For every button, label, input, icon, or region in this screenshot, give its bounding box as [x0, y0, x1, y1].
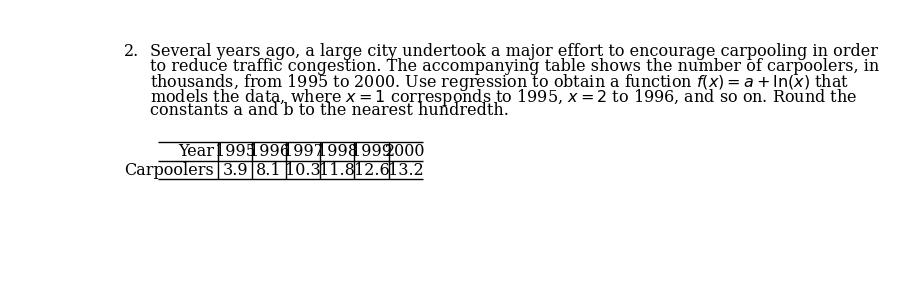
- Text: constants a and b to the nearest hundredth.: constants a and b to the nearest hundred…: [150, 101, 509, 119]
- Text: 2.: 2.: [123, 43, 139, 60]
- Text: 10.3: 10.3: [286, 162, 321, 178]
- Text: 12.6: 12.6: [353, 162, 389, 178]
- Text: Year: Year: [178, 143, 214, 160]
- Text: 11.8: 11.8: [320, 162, 355, 178]
- Text: 3.9: 3.9: [223, 162, 248, 178]
- Text: 1997: 1997: [283, 143, 323, 160]
- Text: thousands, from 1995 to 2000. Use regression to obtain a function $f(x) = a + \l: thousands, from 1995 to 2000. Use regres…: [150, 72, 849, 93]
- Text: 1998: 1998: [317, 143, 358, 160]
- Text: 8.1: 8.1: [257, 162, 282, 178]
- Text: Carpoolers: Carpoolers: [124, 162, 214, 178]
- Text: 13.2: 13.2: [387, 162, 423, 178]
- Text: models the data, where $x = 1$ corresponds to 1995, $x = 2$ to 1996, and so on. : models the data, where $x = 1$ correspon…: [150, 87, 857, 108]
- Text: Several years ago, a large city undertook a major effort to encourage carpooling: Several years ago, a large city undertoo…: [150, 43, 878, 60]
- Text: 1999: 1999: [351, 143, 392, 160]
- Text: to reduce traffic congestion. The accompanying table shows the number of carpool: to reduce traffic congestion. The accomp…: [150, 58, 879, 75]
- Text: 1995: 1995: [214, 143, 256, 160]
- Text: 1996: 1996: [249, 143, 290, 160]
- Text: 2000: 2000: [386, 143, 426, 160]
